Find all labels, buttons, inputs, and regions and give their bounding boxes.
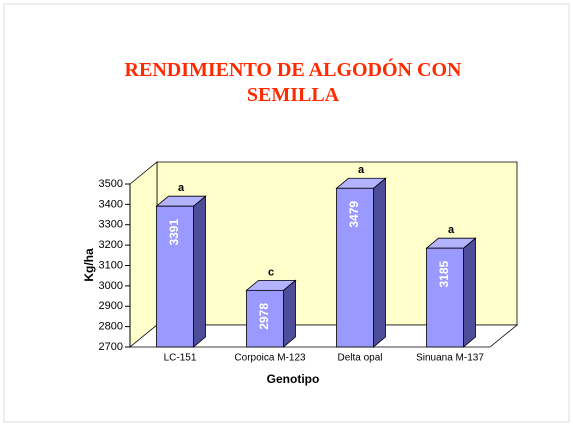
value-label: 3479 — [347, 201, 361, 228]
x-axis-label: Genotipo — [267, 372, 320, 386]
y-tick-label: 3100 — [99, 259, 123, 271]
value-label: 3391 — [167, 219, 181, 246]
bar-side — [193, 195, 206, 348]
y-tick-label: 3500 — [99, 178, 123, 190]
bar-side — [463, 237, 476, 348]
bar — [156, 205, 194, 348]
y-tick-label: 3400 — [99, 198, 123, 210]
y-tick-label: 3000 — [99, 280, 123, 292]
y-tick-label: 3300 — [99, 219, 123, 231]
slide-frame — [3, 3, 570, 423]
x-tick-label: LC-151 — [164, 353, 197, 364]
x-tick-label: Delta opal — [337, 353, 382, 364]
annotation: c — [268, 266, 274, 278]
y-axis-label: Kg/ha — [82, 248, 96, 282]
x-tick-label: Corpoica M-123 — [234, 353, 306, 364]
x-tick-label: Sinuana M-137 — [416, 353, 484, 364]
side-wall — [129, 161, 158, 348]
chart-title: RENDIMIENTO DE ALGODÓN CON SEMILLA — [124, 59, 462, 106]
bar — [246, 289, 284, 348]
annotation: a — [178, 182, 185, 194]
y-tick-label: 2700 — [99, 341, 123, 353]
bar-side — [283, 279, 296, 348]
value-label: 2978 — [257, 303, 271, 330]
annotation: a — [448, 224, 455, 236]
annotation: a — [358, 164, 365, 176]
value-label: 3185 — [437, 261, 451, 288]
bar-side — [373, 177, 386, 348]
y-tick-label: 2900 — [99, 300, 123, 312]
bar — [336, 187, 374, 348]
bar — [426, 247, 464, 348]
y-tick-label: 3200 — [99, 239, 123, 251]
y-tick-label: 2800 — [99, 321, 123, 333]
